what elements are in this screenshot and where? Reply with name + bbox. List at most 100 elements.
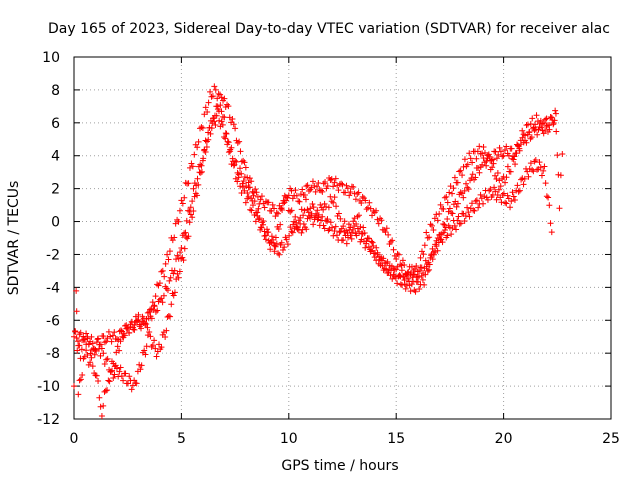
data-point-lower	[472, 198, 479, 205]
data-point	[310, 221, 317, 228]
data-point	[445, 208, 452, 215]
data-point-lower	[537, 164, 544, 171]
data-point	[479, 150, 486, 157]
data-point	[467, 155, 474, 162]
data-point	[253, 189, 260, 196]
data-point-lower	[158, 344, 165, 351]
x-axis-label: GPS time / hours	[281, 458, 398, 474]
data-point	[149, 299, 156, 306]
data-point	[523, 139, 530, 146]
data-point-lower	[221, 134, 228, 141]
data-points	[71, 83, 566, 420]
data-point-lower	[256, 215, 263, 222]
data-point-lower	[102, 387, 109, 394]
data-point-lower	[412, 288, 419, 295]
data-point	[258, 193, 265, 200]
data-point	[495, 151, 502, 158]
data-point-lower	[143, 343, 150, 350]
data-point-lower	[186, 219, 193, 226]
data-point-lower	[176, 268, 183, 275]
data-point-lower	[141, 347, 148, 354]
data-point	[501, 147, 508, 154]
data-point	[91, 345, 98, 352]
data-point	[502, 179, 509, 186]
data-point	[167, 274, 174, 281]
data-point-lower	[322, 217, 329, 224]
data-point-lower	[300, 221, 307, 228]
data-point	[313, 183, 320, 190]
data-point	[171, 267, 178, 274]
data-point	[158, 295, 165, 302]
data-point	[187, 204, 194, 211]
data-point	[101, 339, 108, 346]
data-point	[116, 347, 123, 354]
data-point-lower	[319, 213, 326, 220]
data-point	[181, 194, 188, 201]
data-point	[185, 180, 192, 187]
data-point	[154, 307, 161, 314]
data-point	[169, 237, 176, 244]
data-point-lower	[95, 378, 102, 385]
data-point	[183, 217, 190, 224]
data-point-lower	[434, 247, 441, 254]
data-point	[390, 246, 397, 253]
data-point-lower	[416, 285, 423, 292]
data-point	[460, 163, 467, 170]
data-point-lower	[198, 168, 205, 175]
data-point-lower	[518, 176, 525, 183]
data-point-lower	[93, 372, 100, 379]
data-point-lower	[405, 275, 412, 282]
data-point	[332, 175, 339, 182]
data-point-lower	[389, 275, 396, 282]
data-point	[340, 223, 347, 230]
data-point-lower	[225, 149, 232, 156]
data-point	[338, 180, 345, 187]
data-point	[212, 86, 219, 93]
data-point	[397, 261, 404, 268]
data-point	[238, 158, 245, 165]
data-point	[453, 203, 460, 210]
data-point-lower	[545, 194, 552, 201]
data-point-lower	[532, 156, 539, 163]
data-point-lower	[451, 222, 458, 229]
data-point-lower	[473, 197, 480, 204]
data-point-lower	[402, 285, 409, 292]
data-point-lower	[190, 208, 197, 215]
data-point-lower	[116, 368, 123, 375]
data-point-lower	[104, 387, 111, 394]
data-point	[464, 184, 471, 191]
data-point	[436, 210, 443, 217]
data-point	[239, 184, 246, 191]
data-point	[448, 210, 455, 217]
data-point-lower	[278, 239, 285, 246]
plot-frame	[73, 56, 612, 420]
data-point-lower	[324, 218, 331, 225]
data-point-lower	[84, 352, 91, 359]
data-point-lower	[380, 267, 387, 274]
data-point	[71, 333, 77, 340]
data-point	[416, 268, 423, 275]
data-point	[229, 116, 236, 123]
data-point-lower	[92, 372, 99, 379]
data-point	[277, 205, 284, 212]
data-point-lower	[197, 169, 204, 176]
data-point	[481, 159, 488, 166]
data-point	[451, 174, 458, 181]
data-point-lower	[456, 220, 463, 227]
data-point-lower	[120, 377, 127, 384]
data-point	[493, 155, 500, 162]
data-point	[450, 201, 457, 208]
data-point	[496, 144, 503, 151]
data-point-lower	[137, 366, 144, 373]
data-point	[519, 127, 526, 134]
data-point	[344, 185, 351, 192]
data-point-lower	[309, 201, 316, 208]
data-point	[335, 187, 342, 194]
data-point	[526, 129, 533, 136]
data-point	[204, 108, 211, 115]
data-point	[330, 199, 337, 206]
data-point	[211, 83, 218, 90]
data-point	[248, 207, 255, 214]
data-point	[546, 122, 553, 129]
data-point	[311, 182, 318, 189]
